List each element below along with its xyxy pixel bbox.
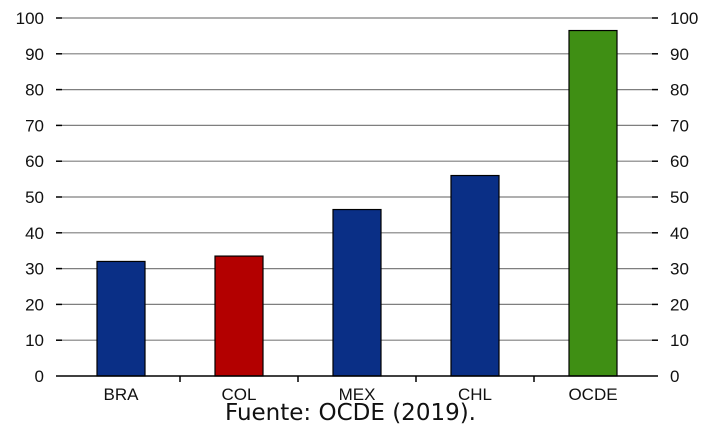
y-tick-label-right: 40 <box>670 224 689 243</box>
y-tick-label-right: 0 <box>670 367 679 386</box>
y-tick-label-left: 10 <box>25 331 44 350</box>
y-tick-label-left: 100 <box>16 9 44 28</box>
gridlines <box>62 17 652 341</box>
y-tick-label-left: 60 <box>25 152 44 171</box>
y-tick-label-right: 30 <box>670 260 689 279</box>
x-category-label: MEX <box>339 385 376 404</box>
bar-chl <box>450 174 500 377</box>
x-category-labels: BRA COL MEX CHL OCDE <box>104 385 618 404</box>
y-tick-label-right: 50 <box>670 188 689 207</box>
bar-mex <box>332 208 382 377</box>
y-tick-label-left: 40 <box>25 224 44 243</box>
y-tick-label-left: 90 <box>25 45 44 64</box>
y-tick-label-left: 80 <box>25 81 44 100</box>
y-tick-label-left: 0 <box>35 367 44 386</box>
right-y-tick-labels: 0 10 20 30 40 50 60 70 80 90 100 <box>670 9 698 386</box>
axes <box>56 17 658 382</box>
left-y-tick-labels: 0 10 20 30 40 50 60 70 80 90 100 <box>16 9 44 386</box>
x-category-label: COL <box>222 385 257 404</box>
y-tick-label-left: 70 <box>25 116 44 135</box>
y-tick-label-left: 30 <box>25 260 44 279</box>
bar-bra <box>96 260 146 377</box>
bar-col <box>214 255 264 377</box>
y-tick-label-left: 20 <box>25 295 44 314</box>
y-tick-label-right: 10 <box>670 331 689 350</box>
bar-ocde <box>568 29 618 377</box>
x-category-label: OCDE <box>568 385 617 404</box>
y-tick-label-right: 100 <box>670 9 698 28</box>
x-category-label: BRA <box>104 385 140 404</box>
source-note: Fuente: OCDE (2019). <box>224 400 476 426</box>
x-category-label: CHL <box>458 385 492 404</box>
y-tick-label-right: 90 <box>670 45 689 64</box>
y-tick-label-right: 60 <box>670 152 689 171</box>
y-tick-label-left: 50 <box>25 188 44 207</box>
y-tick-label-right: 70 <box>670 116 689 135</box>
y-tick-label-right: 80 <box>670 81 689 100</box>
y-tick-label-right: 20 <box>670 295 689 314</box>
bars <box>96 29 618 377</box>
